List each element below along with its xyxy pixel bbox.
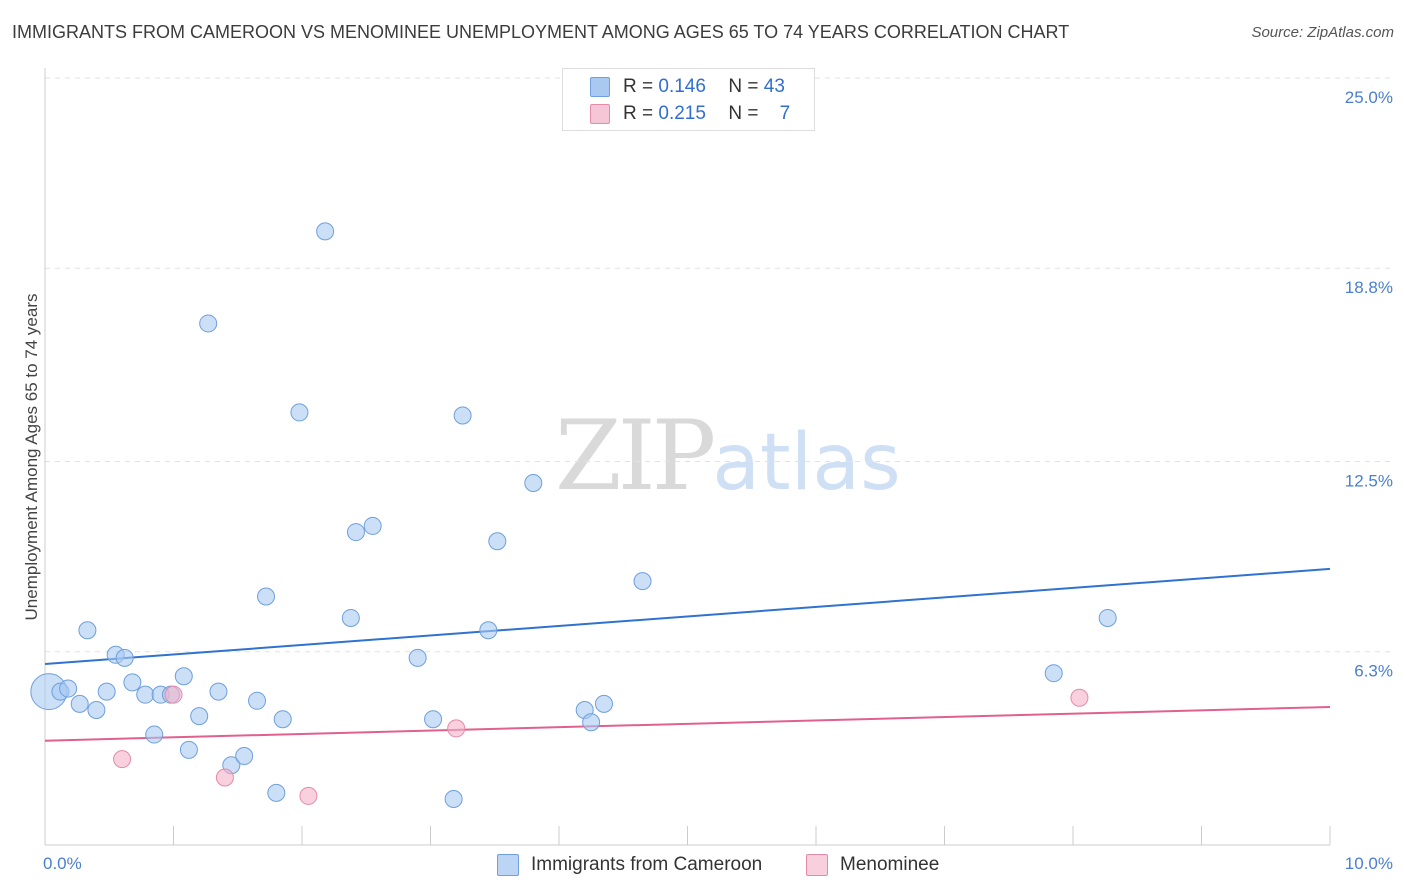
menominee-point: [215, 768, 234, 787]
cameroon-point: [267, 783, 286, 802]
cameroon-point: [248, 691, 267, 710]
cameroon-point: [524, 473, 543, 492]
cameroon-point: [199, 314, 218, 333]
cameroon-point: [346, 523, 365, 542]
y-axis-label: Unemployment Among Ages 65 to 74 years: [22, 294, 41, 621]
cameroon-point: [174, 667, 193, 686]
bottom-legend-cameroon: Immigrants from Cameroon: [497, 852, 762, 878]
x-tick-label: 10.0%: [1345, 854, 1393, 873]
cameroon-point: [633, 572, 652, 591]
trend-lines: [44, 567, 1331, 742]
legend-n-label: N =: [728, 103, 759, 124]
trend-line: [44, 567, 1331, 665]
cameroon-point: [453, 406, 472, 425]
chart-title: IMMIGRANTS FROM CAMEROON VS MENOMINEE UN…: [12, 22, 1070, 42]
legend-row-cameroon: R = 0.146 N = 43: [563, 75, 785, 99]
menominee-point: [1070, 688, 1089, 707]
grid-lines: [45, 77, 1392, 653]
cameroon-point: [408, 648, 427, 667]
legend-n-value: 43: [763, 76, 785, 97]
cameroon-point: [444, 789, 463, 808]
cameroon-point: [1098, 608, 1117, 627]
cameroon-point: [488, 532, 507, 551]
y-tick-label: 12.5%: [1345, 472, 1393, 491]
legend-r-label: R =: [623, 103, 654, 124]
cameroon-point: [424, 710, 443, 729]
legend-swatch-cameroon: [590, 77, 610, 97]
cameroon-point: [479, 621, 498, 640]
cameroon-point: [363, 516, 382, 535]
bottom-legend-menominee: Menominee: [806, 852, 939, 878]
bottom-legend-label-menominee: Menominee: [840, 854, 940, 875]
cameroon-point: [209, 682, 228, 701]
cameroon-point: [123, 673, 142, 692]
legend-row-menominee: R = 0.215 N = 7: [563, 102, 790, 126]
cameroon-point: [1044, 664, 1063, 683]
legend-r-value: 0.215: [658, 103, 706, 124]
correlation-legend: R = 0.146 N = 43 R = 0.215 N = 7: [562, 68, 815, 131]
cameroon-point: [316, 222, 335, 241]
source-label: Source: ZipAtlas.com: [1251, 24, 1394, 41]
cameroon-point: [145, 725, 164, 744]
x-tick-label: 0.0%: [43, 854, 82, 873]
menominee-point: [299, 786, 318, 805]
legend-swatch-menominee: [590, 104, 610, 124]
bottom-legend-swatch-menominee: [806, 854, 828, 876]
cameroon-point: [594, 694, 613, 713]
cameroon-point: [87, 701, 106, 720]
cameroon-point: [136, 685, 155, 704]
cameroon-point: [115, 648, 134, 667]
menominee-point: [447, 719, 466, 738]
legend-n-label: N =: [728, 76, 759, 97]
axes: [44, 68, 1331, 846]
cameroon-point: [97, 682, 116, 701]
cameroon-point: [235, 747, 254, 766]
y-tick-label: 18.8%: [1345, 278, 1393, 297]
tick-labels: 6.3% 12.5% 18.8% 25.0% 0.0% 10.0%: [43, 88, 1393, 873]
legend-r-value: 0.146: [658, 76, 706, 97]
cameroon-point: [78, 621, 97, 640]
bottom-legend-swatch-cameroon: [497, 854, 519, 876]
legend-n-value: 7: [779, 103, 791, 124]
menominee-point: [113, 750, 132, 769]
y-tick-label: 25.0%: [1345, 88, 1393, 107]
cameroon-point: [190, 707, 209, 726]
cameroon-point: [257, 587, 276, 606]
cameroon-point: [59, 679, 78, 698]
data-points: [30, 222, 1117, 808]
cameroon-point: [582, 713, 601, 732]
legend-r-label: R =: [623, 76, 654, 97]
cameroon-point: [179, 740, 198, 759]
cameroon-point: [273, 710, 292, 729]
y-tick-label: 6.3%: [1354, 662, 1393, 681]
trend-line: [44, 705, 1331, 742]
cameroon-point: [290, 403, 309, 422]
menominee-point: [164, 685, 183, 704]
bottom-legend-label-cameroon: Immigrants from Cameroon: [531, 854, 763, 875]
cameroon-point: [70, 694, 89, 713]
cameroon-point: [341, 608, 360, 627]
